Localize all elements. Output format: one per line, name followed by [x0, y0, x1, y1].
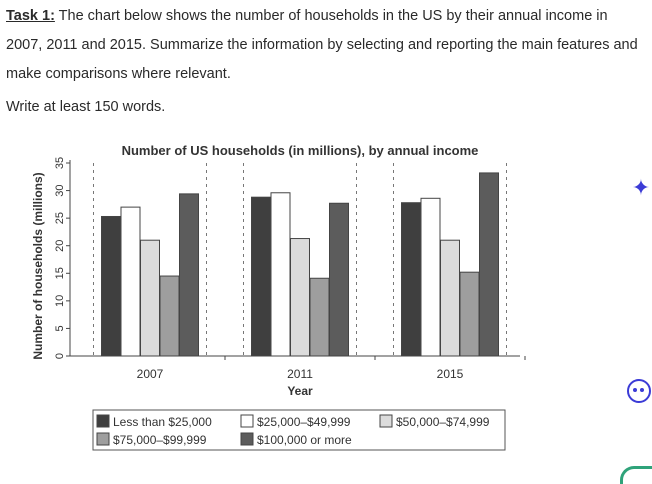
- bar: [140, 239, 160, 357]
- bar: [440, 239, 460, 357]
- legend-swatch: [96, 414, 110, 428]
- bar: [459, 271, 480, 357]
- y-axis: 0 5 10 15 20 25 30 35: [54, 157, 71, 359]
- bar: [101, 215, 121, 357]
- legend: Less than $25,000 $25,000–$49,999 $50,000–…: [92, 409, 506, 451]
- legend-entry: $50,000–$74,999: [396, 415, 490, 429]
- y-tick-label: 35: [54, 157, 66, 169]
- bar: [329, 202, 349, 357]
- bar: [309, 277, 330, 357]
- legend-swatch: [240, 414, 254, 428]
- legend-entry: $25,000–$49,999: [257, 415, 351, 429]
- face-left-eye: [633, 388, 637, 392]
- bar: [270, 192, 291, 357]
- x-tick-label: 2015: [437, 367, 464, 381]
- legend-swatch: [240, 432, 254, 446]
- word-requirement: Write at least 150 words.: [6, 99, 166, 115]
- bars: [101, 172, 499, 357]
- task-description: The chart below shows the number of hous…: [6, 8, 638, 82]
- legend-entry: Less than $25,000: [113, 415, 212, 429]
- bar: [420, 197, 441, 357]
- legend-swatch: [96, 432, 110, 446]
- bar: [479, 172, 499, 357]
- bar: [179, 193, 199, 357]
- legend-swatch: [379, 414, 393, 428]
- y-tick-label: 25: [54, 212, 66, 224]
- legend-entry: $75,000–$99,999: [113, 433, 207, 447]
- y-axis-label: Number of households (millions): [31, 172, 45, 359]
- task-label: Task 1:: [6, 8, 55, 24]
- bar: [251, 196, 271, 357]
- x-axis-label: Year: [287, 384, 313, 398]
- chart-title: Number of US households (in millions), b…: [122, 143, 479, 158]
- legend-entry: $100,000 or more: [257, 433, 352, 447]
- x-axis: 2007 2011 2015: [70, 355, 526, 381]
- x-tick-label: 2011: [287, 367, 313, 381]
- y-tick-label: 5: [54, 325, 66, 331]
- gridlines: [93, 163, 507, 355]
- brand-logo-icon: [620, 466, 652, 484]
- sparkle-icon[interactable]: ✦: [631, 175, 651, 200]
- bar: [120, 206, 141, 357]
- bar-chart: Number of US households (in millions), b…: [31, 143, 526, 451]
- bar: [290, 238, 310, 357]
- y-tick-label: 20: [54, 240, 66, 252]
- face-right-eye: [640, 388, 644, 392]
- task-prompt: Task 1: The chart below shows the number…: [6, 2, 646, 89]
- bar: [159, 275, 180, 357]
- y-tick-label: 30: [54, 184, 66, 196]
- bar: [401, 202, 421, 357]
- x-tick-label: 2007: [137, 367, 164, 381]
- y-tick-label: 15: [54, 267, 66, 279]
- y-tick-label: 0: [54, 353, 66, 359]
- assistant-face-icon[interactable]: [627, 379, 651, 403]
- y-tick-label: 10: [54, 295, 66, 307]
- legend-box: [92, 409, 506, 451]
